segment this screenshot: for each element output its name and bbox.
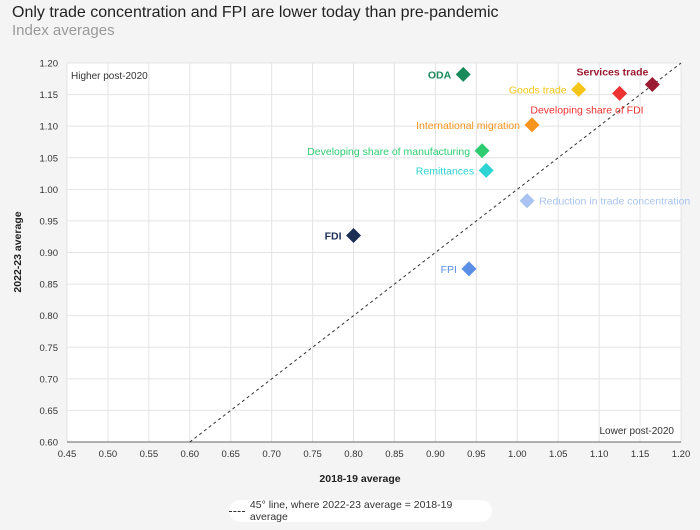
x-tick-label: 0.75 [303, 449, 322, 460]
y-tick-label: 0.95 [40, 216, 59, 227]
scatter-chart: 0.45 0.50 0.55 0.60 0.65 0.70 0.75 0.80 0.85 0.90… [12, 59, 691, 486]
label-developing-share-of-manufacturing: Developing share of manufacturing [307, 146, 470, 158]
data-points [346, 66, 660, 277]
y-tick-label: 1.00 [40, 185, 59, 196]
x-axis-label: 2018-19 average [319, 473, 400, 485]
y-tick-label: 0.80 [40, 311, 59, 322]
x-tick-label: 0.45 [58, 449, 77, 460]
axes: 0.45 0.50 0.55 0.60 0.65 0.70 0.75 0.80 0.85 0.90… [40, 59, 691, 461]
point-developing-share-of-fdi [612, 85, 628, 101]
y-tick-label: 0.85 [40, 280, 59, 291]
x-tick-label: 0.80 [344, 449, 363, 460]
x-tick-label: 1.00 [508, 449, 527, 460]
x-tick-label: 0.50 [99, 449, 118, 460]
legend: 45° line, where 2022-23 average = 2018-1… [229, 499, 492, 523]
x-tick-label: 0.60 [181, 449, 200, 460]
reference-line [189, 62, 682, 443]
point-fpi [461, 261, 477, 277]
y-tick-label: 0.60 [40, 438, 59, 449]
point-developing-share-of-manufacturing [474, 143, 490, 159]
x-tick-label: 0.65 [221, 449, 240, 460]
label-reduction-in-trade-concentration: Reduction in trade concentration [539, 196, 690, 208]
x-tick-label: 0.85 [385, 449, 404, 460]
x-tick-label: 0.95 [467, 449, 486, 460]
point-international-migration [524, 117, 540, 133]
diagonal-45-line [189, 62, 682, 443]
point-services-trade [644, 76, 660, 92]
x-tick-label: 1.20 [672, 449, 691, 460]
annotation-bottom-right: Lower post-2020 [600, 426, 675, 437]
y-tick-label: 1.15 [40, 90, 59, 101]
label-fpi: FPI [441, 264, 457, 276]
y-tick-label: 1.20 [40, 59, 59, 70]
point-reduction-in-trade-concentration [519, 193, 535, 209]
y-tick-label: 0.75 [40, 343, 59, 354]
point-goods-trade [571, 82, 587, 98]
x-tick-label: 0.55 [140, 449, 159, 460]
point-fdi [346, 227, 362, 243]
y-tick-label: 1.05 [40, 153, 59, 164]
y-tick-label: 0.70 [40, 374, 59, 385]
y-tick-label: 0.65 [40, 406, 59, 417]
x-tick-label: 1.15 [631, 449, 650, 460]
label-remittances: Remittances [416, 165, 474, 177]
annotation-top-left: Higher post-2020 [71, 71, 148, 82]
y-axis-label: 2022-23 average [12, 211, 24, 292]
label-fdi: FDI [325, 230, 342, 242]
x-tick-label: 1.05 [549, 449, 568, 460]
point-oda [455, 66, 471, 82]
chart-title: Only trade concentration and FPI are low… [12, 4, 499, 21]
point-labels: ODA Services trade Goods trade Developing s… [307, 66, 690, 275]
label-international-migration: International migration [416, 120, 520, 132]
dashed-line-icon [229, 510, 245, 512]
y-tick-label: 0.90 [40, 248, 59, 259]
label-goods-trade: Goods trade [509, 85, 567, 97]
x-tick-label: 0.70 [262, 449, 281, 460]
x-tick-label: 1.10 [590, 449, 609, 460]
y-tick-label: 1.10 [40, 122, 59, 133]
chart-subtitle: Index averages [12, 22, 115, 39]
label-oda: ODA [428, 69, 452, 81]
label-services-trade: Services trade [577, 66, 649, 78]
x-tick-label: 0.90 [426, 449, 445, 460]
point-remittances [478, 162, 494, 178]
legend-label: 45° line, where 2022-23 average = 2018-1… [249, 499, 453, 523]
label-developing-share-of-fdi: Developing share of FDI [530, 104, 643, 116]
